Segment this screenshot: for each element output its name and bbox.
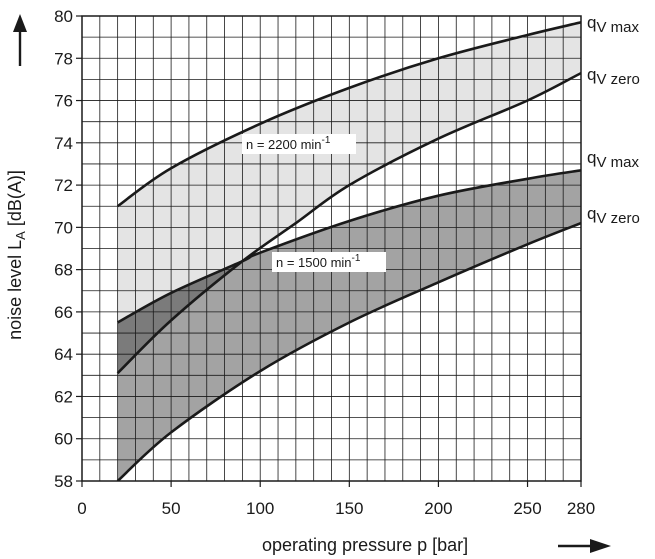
band-annotation-text: n = 2200 min — [246, 137, 322, 152]
plot-frame — [81, 15, 582, 482]
series-label-main: q — [587, 13, 596, 32]
series-label-4: qV zero — [587, 204, 640, 227]
y-tick-label: 72 — [54, 176, 73, 195]
band-fill-2 — [117, 170, 581, 481]
x-tick-label: 150 — [335, 499, 363, 518]
band-annotation-box — [242, 134, 356, 154]
y-axis-title-sub: A — [13, 231, 28, 240]
y-tick-label: 64 — [54, 345, 73, 364]
x-tick-label: 0 — [77, 499, 86, 518]
x-tick-label: 100 — [246, 499, 274, 518]
curve-band2-qv-zero — [116, 221, 581, 481]
curve-band1-qv-max — [116, 21, 581, 208]
y-axis-title: noise level LA [dB(A)] — [5, 170, 28, 340]
band-annotation-1: n = 2200 min-1 — [246, 135, 331, 152]
band-annotation-2: n = 1500 min-1 — [276, 253, 361, 270]
x-axis-title: operating pressure p [bar] — [262, 535, 468, 555]
y-tick-label: 70 — [54, 218, 73, 237]
x-tick-label: 250 — [513, 499, 541, 518]
band-layer — [117, 22, 581, 481]
tick-layer: 0 50 100 150 200 250 280 58 60 62 64 66 68 70 72 74 76 78… — [54, 7, 595, 518]
y-tick-label: 60 — [54, 430, 73, 449]
x-tick-label: 280 — [567, 499, 595, 518]
grid-layer — [82, 16, 581, 481]
y-tick-label: 66 — [54, 303, 73, 322]
series-label-sub: V zero — [596, 71, 639, 88]
band-annotation-sup: -1 — [352, 253, 361, 264]
y-tick-label: 74 — [54, 134, 73, 153]
y-tick-label: 76 — [54, 92, 73, 111]
series-label-main: q — [587, 204, 596, 223]
y-tick-label: 58 — [54, 472, 73, 491]
series-label-sub: V max — [596, 154, 639, 171]
x-axis-arrow — [558, 539, 611, 553]
y-axis-title-main: noise level L — [5, 240, 25, 340]
y-tick-label: 68 — [54, 261, 73, 280]
y-axis-arrow — [13, 14, 27, 66]
y-tick-label: 62 — [54, 387, 73, 406]
series-label-3: qV max — [587, 148, 639, 171]
series-label-main: q — [587, 65, 596, 84]
band-fill-1 — [117, 22, 581, 374]
curve-band2-qv-max — [116, 169, 581, 324]
x-tick-label: 50 — [162, 499, 181, 518]
band-annotation-sup: -1 — [322, 135, 331, 146]
series-label-sub: V zero — [596, 210, 639, 227]
series-label-2: qV zero — [587, 65, 640, 88]
curve-band1-qv-zero — [116, 71, 581, 375]
series-label-main: q — [587, 148, 596, 167]
curve-layer — [116, 21, 581, 481]
band-annotation-text: n = 1500 min — [276, 255, 352, 270]
y-tick-label: 78 — [54, 49, 73, 68]
y-tick-label: 80 — [54, 7, 73, 26]
x-tick-label: 200 — [424, 499, 452, 518]
band-annotation-box — [272, 252, 386, 272]
series-label-1: qV max — [587, 13, 639, 36]
y-axis-title-unit: [dB(A)] — [5, 170, 25, 231]
series-label-sub: V max — [596, 19, 639, 36]
